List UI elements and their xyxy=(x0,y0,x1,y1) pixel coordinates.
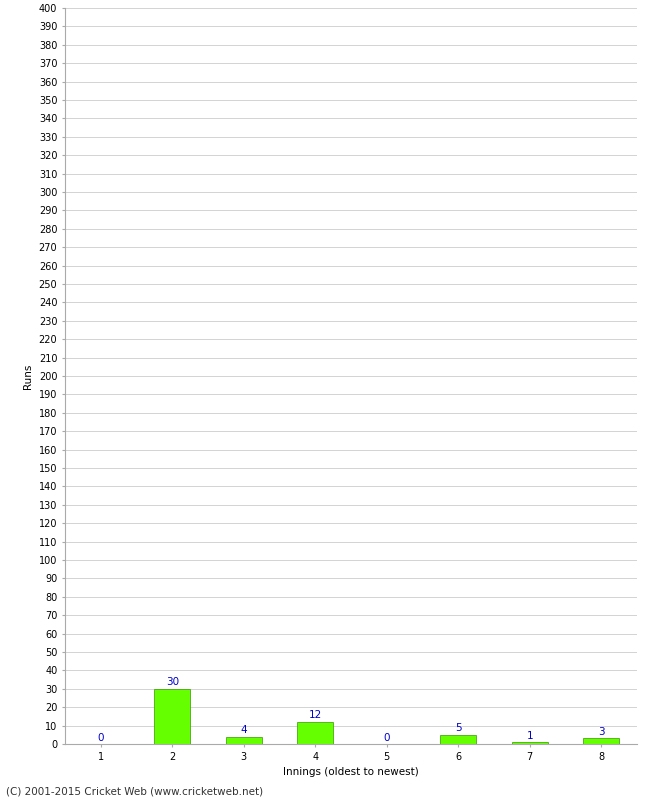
X-axis label: Innings (oldest to newest): Innings (oldest to newest) xyxy=(283,767,419,777)
Text: 0: 0 xyxy=(384,733,390,743)
Text: 12: 12 xyxy=(309,710,322,721)
Bar xyxy=(298,722,333,744)
Text: 30: 30 xyxy=(166,678,179,687)
Y-axis label: Runs: Runs xyxy=(23,363,33,389)
Text: 3: 3 xyxy=(598,727,604,737)
Bar xyxy=(512,742,547,744)
Text: 1: 1 xyxy=(526,730,533,741)
Bar xyxy=(155,689,190,744)
Bar xyxy=(226,737,261,744)
Text: 5: 5 xyxy=(455,723,461,734)
Text: (C) 2001-2015 Cricket Web (www.cricketweb.net): (C) 2001-2015 Cricket Web (www.cricketwe… xyxy=(6,786,264,796)
Text: 0: 0 xyxy=(98,733,104,743)
Bar xyxy=(584,738,619,744)
Bar xyxy=(441,734,476,744)
Text: 4: 4 xyxy=(240,725,247,735)
